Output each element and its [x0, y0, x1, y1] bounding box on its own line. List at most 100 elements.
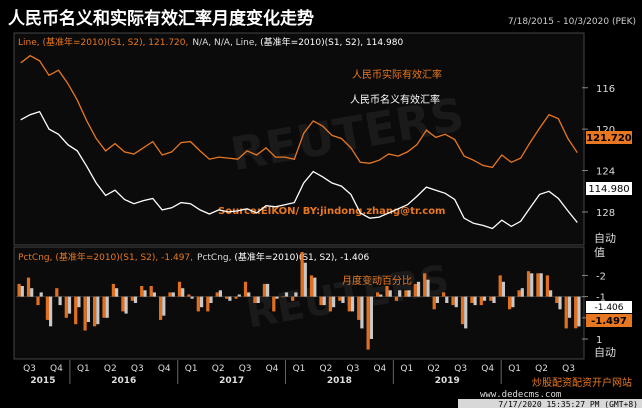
label-nominal: 人民币名义有效汇率: [350, 93, 440, 106]
x-tick-label: Q1: [400, 364, 413, 374]
bar-real: [281, 296, 285, 298]
label-real: 人民币实际有效汇率: [352, 68, 442, 81]
bar-nominal: [256, 296, 260, 303]
bar-nominal: [171, 292, 175, 297]
bar-real: [309, 275, 314, 297]
bar-nominal: [228, 296, 232, 301]
x-tick-label: Q3: [346, 364, 359, 374]
upper-panel: REUTERS Line, (基准年=2010)(S1, S2), 121.72…: [13, 32, 632, 246]
bar-nominal: [530, 273, 534, 297]
series-line-nominal: [20, 110, 578, 230]
bar-nominal: [388, 290, 392, 297]
last-real-change-tag: [586, 314, 632, 327]
bar-nominal: [77, 296, 81, 308]
bar-nominal: [200, 296, 204, 308]
bar-real: [102, 296, 106, 318]
last-nominal-change-value: -1.406: [594, 303, 623, 313]
series-line-real: [20, 54, 578, 169]
bar-real: [498, 275, 502, 297]
legend-series1: (基准年=2010)(S1, S2), -1.497,: [55, 251, 193, 263]
bar-nominal: [143, 290, 147, 297]
bar-nominal: [124, 296, 128, 314]
bar-real: [338, 296, 342, 301]
bar-nominal: [49, 296, 53, 327]
bar-real: [300, 252, 304, 297]
bar-nominal: [350, 296, 355, 312]
bar-nominal: [237, 294, 241, 297]
label-change: 月度变动百分比: [342, 274, 412, 287]
x-tick-label: Q3: [454, 364, 467, 374]
bar-real: [376, 292, 380, 297]
bar-nominal: [398, 290, 402, 297]
bar-real: [574, 296, 578, 329]
timestamp: 7/17/2020 15:35:27 PM (GMT+8): [498, 400, 638, 408]
footer-site-text: 炒股配资配资开户网站: [532, 376, 632, 389]
last-real-tag: [586, 131, 632, 144]
bar-real: [45, 296, 49, 320]
x-tick-label: Q3: [131, 364, 144, 374]
bar-real: [234, 296, 238, 299]
bar-real: [432, 296, 436, 310]
bar-nominal: [105, 296, 109, 318]
x-tick-label: Q3: [23, 364, 36, 374]
bar-nominal: [190, 296, 194, 299]
x-axis: Q3 Q4 Q1 Q2 Q3 Q4 Q1 Q2 Q3 Q4 Q1 Q2 Q3 Q4 Q1 Q2 Q3 Q4 Q1 Q2…: [23, 360, 575, 386]
upper-auto-button[interactable]: 自动: [594, 232, 616, 245]
bar-nominal: [181, 288, 185, 297]
bar-nominal: [58, 296, 62, 306]
bar-real: [225, 296, 229, 299]
lower-auto-button[interactable]: 自动: [594, 346, 616, 359]
bar-nominal: [67, 296, 72, 314]
last-nominal-tag: [586, 182, 632, 195]
x-year-label: 2016: [111, 376, 136, 386]
x-tick-label: Q4: [373, 364, 386, 374]
bar-real: [291, 296, 295, 301]
bar-real: [394, 296, 398, 301]
bar-nominal: [39, 292, 43, 297]
bar-real: [140, 286, 144, 297]
bar-nominal: [20, 286, 24, 297]
bar-real: [357, 296, 361, 320]
y-tick-label: 116: [596, 84, 615, 95]
bar-real: [451, 296, 455, 306]
bar-nominal: [558, 296, 562, 310]
last-real-value: 121.720: [586, 133, 632, 144]
footer-site-url[interactable]: www.dedecms.com: [480, 390, 561, 400]
bar-real: [74, 296, 78, 325]
bar-real: [55, 288, 59, 297]
bar-nominal: [266, 283, 270, 297]
bar-real: [196, 296, 200, 312]
bar-real: [121, 296, 125, 312]
x-tick-label: Q2: [320, 364, 333, 374]
x-tick-label: Q4: [481, 364, 494, 374]
legend-series2: (基准年=2010)(S1, S2), 114.980: [260, 36, 403, 48]
bar-real: [319, 296, 323, 306]
bar-nominal: [218, 290, 222, 297]
upper-legend: Line, (基准年=2010)(S1, S2), 121.720, N/A, N…: [18, 36, 403, 48]
bar-real: [243, 281, 248, 297]
bar-nominal: [152, 292, 156, 297]
bar-real: [36, 296, 40, 306]
x-tick-label: Q1: [508, 364, 521, 374]
bar-nominal: [313, 277, 317, 297]
bar-nominal: [284, 292, 289, 297]
last-nominal-value: 114.980: [588, 184, 629, 195]
bar-nominal: [445, 296, 449, 303]
bar-nominal: [407, 290, 411, 297]
bar-nominal: [360, 296, 364, 329]
bar-real: [423, 273, 427, 297]
y-tick-label: -2: [596, 271, 606, 282]
bar-nominal: [275, 296, 279, 299]
bar-real: [508, 296, 512, 310]
bar-real: [177, 281, 182, 297]
upper-series-group: [20, 54, 578, 230]
x-tick-label: Q1: [77, 364, 90, 374]
x-tick-label: Q4: [50, 364, 63, 374]
bar-real: [262, 283, 266, 297]
bar-real: [206, 296, 210, 312]
bar-real: [26, 277, 31, 297]
bar-nominal: [539, 273, 543, 297]
bar-nominal: [454, 296, 458, 308]
bar-nominal: [341, 296, 345, 303]
